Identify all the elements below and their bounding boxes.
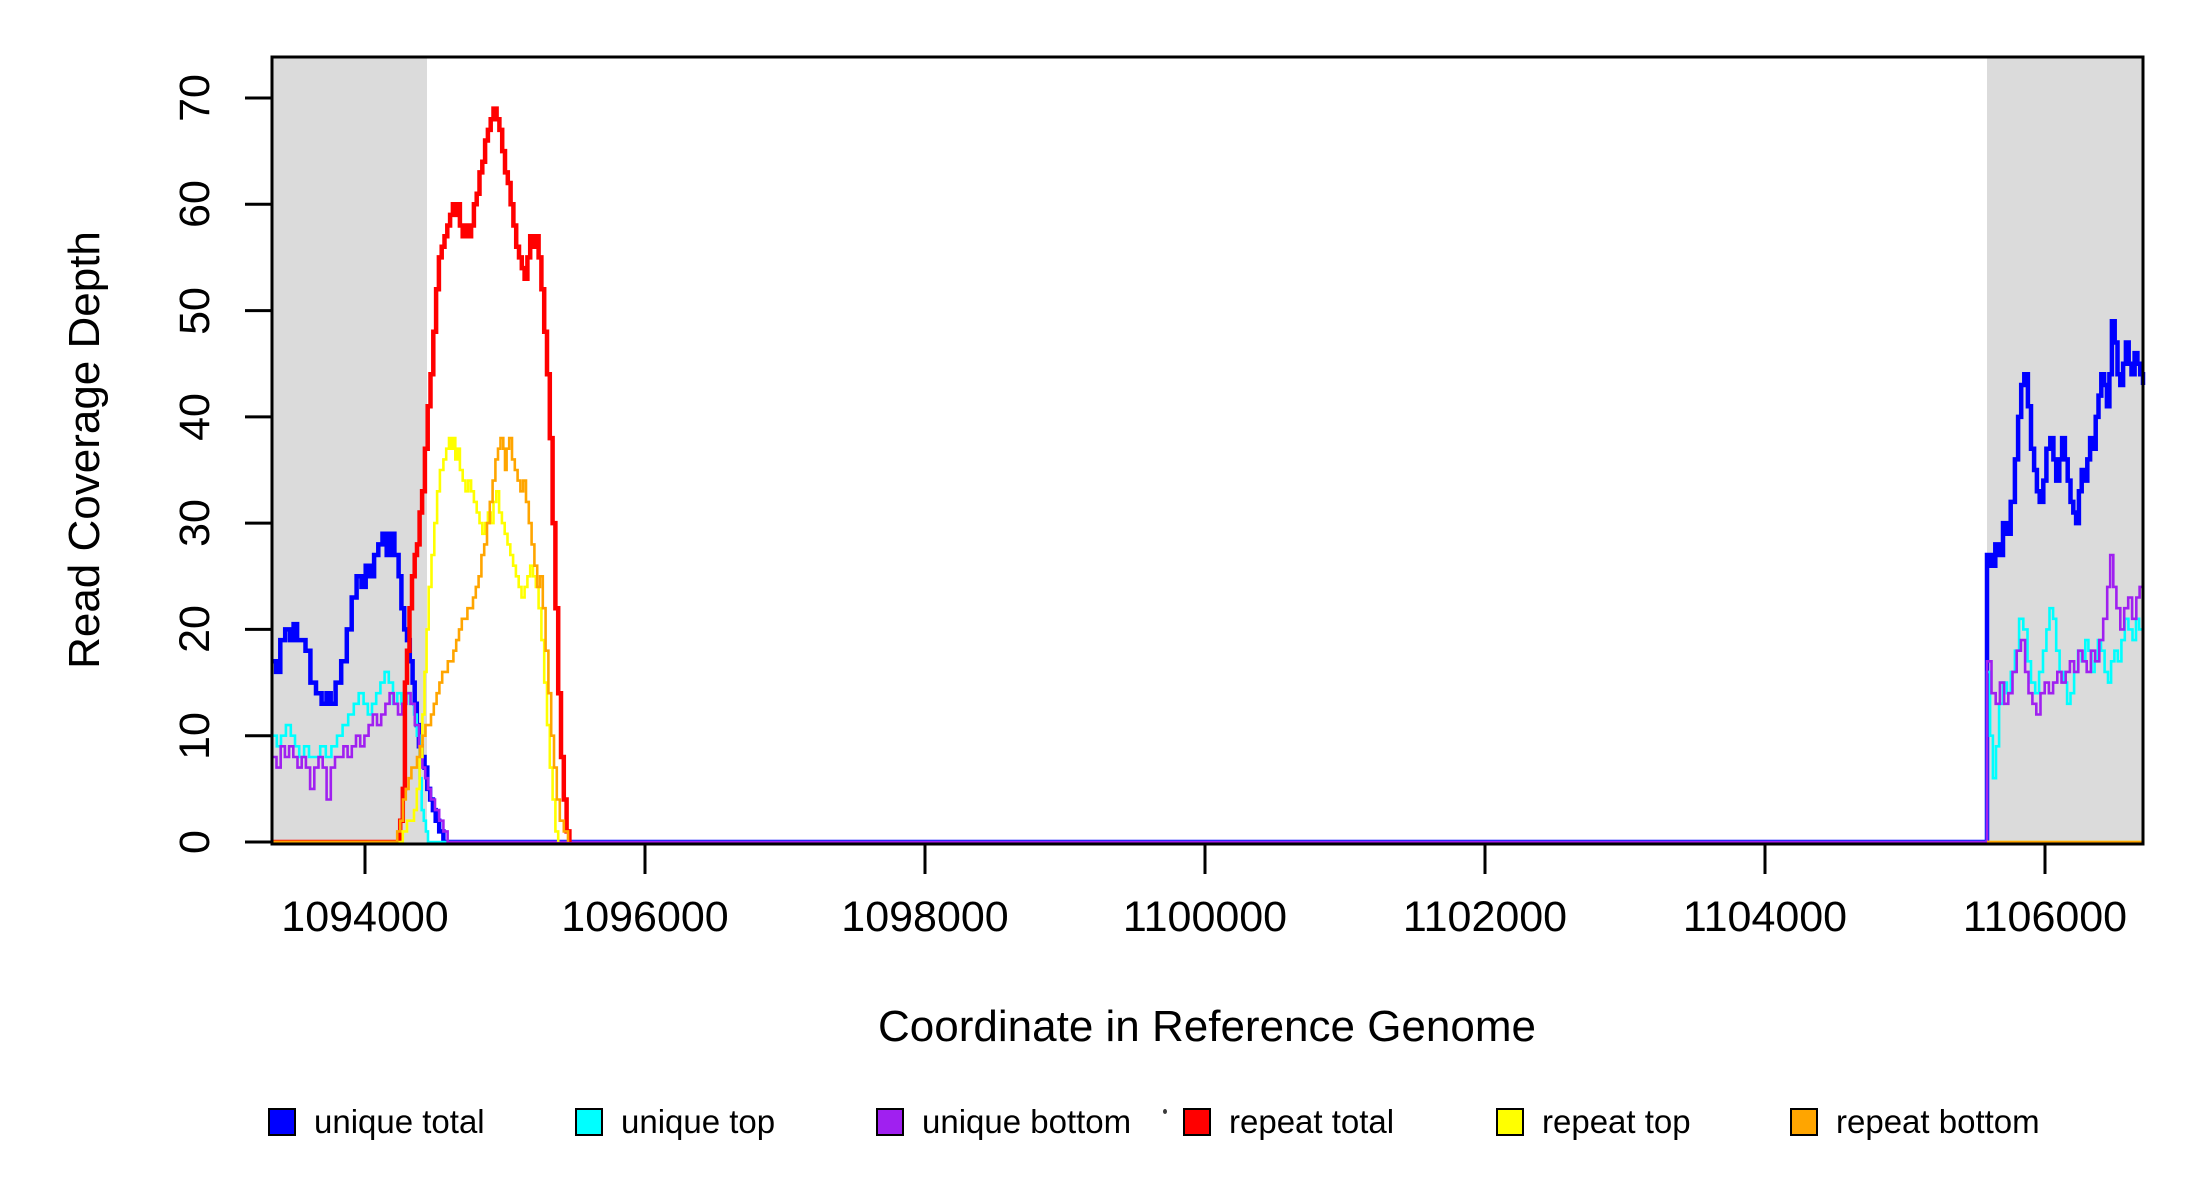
- legend-label: repeat bottom: [1836, 1103, 2040, 1140]
- legend-label: unique top: [621, 1103, 776, 1140]
- legend-swatch-repeat-top-icon: [1496, 1108, 1524, 1136]
- legend-swatch-unique-top-icon: [575, 1108, 603, 1136]
- series-line-unique-bottom-0: [272, 553, 2143, 844]
- legend-swatch-repeat-total-icon: [1183, 1108, 1211, 1136]
- x-tick-label-6: 1106000: [1962, 893, 2128, 941]
- y-tick-label-7: 70: [171, 74, 219, 122]
- x-axis-title: Coordinate in Reference Genome: [878, 1002, 1536, 1051]
- legend-label: repeat total: [1229, 1103, 1395, 1140]
- series-line-repeat-total-0: [272, 106, 572, 845]
- y-axis-title: Read Coverage Depth: [60, 231, 109, 669]
- legend-swatch-unique-bottom-icon: [876, 1108, 904, 1136]
- x-tick-label-4: 1102000: [1402, 893, 1568, 941]
- series-line-repeat-top-0: [272, 436, 560, 844]
- x-tick-label-2: 1098000: [841, 893, 1009, 941]
- x-tick-label-5: 1104000: [1682, 893, 1848, 941]
- series-line-repeat-bottom-0: [272, 436, 570, 844]
- stray-dot-artifact: [1163, 1109, 1167, 1114]
- series-line-unique-total-0: [272, 318, 2146, 845]
- legend-label: repeat top: [1542, 1103, 1691, 1140]
- legend-label: unique bottom: [922, 1103, 1132, 1140]
- plot-border: [270, 55, 2145, 846]
- x-tick-label-3: 1100000: [1122, 893, 1288, 941]
- series-line-unique-top-0: [272, 606, 2143, 844]
- x-tick-label-0: 1094000: [281, 893, 449, 941]
- x-tick-label-1: 1096000: [561, 893, 729, 941]
- legend-label: unique total: [314, 1103, 485, 1140]
- legend-swatch-repeat-bottom-icon: [1790, 1108, 1818, 1136]
- legend-swatch-unique-total-icon: [268, 1108, 296, 1136]
